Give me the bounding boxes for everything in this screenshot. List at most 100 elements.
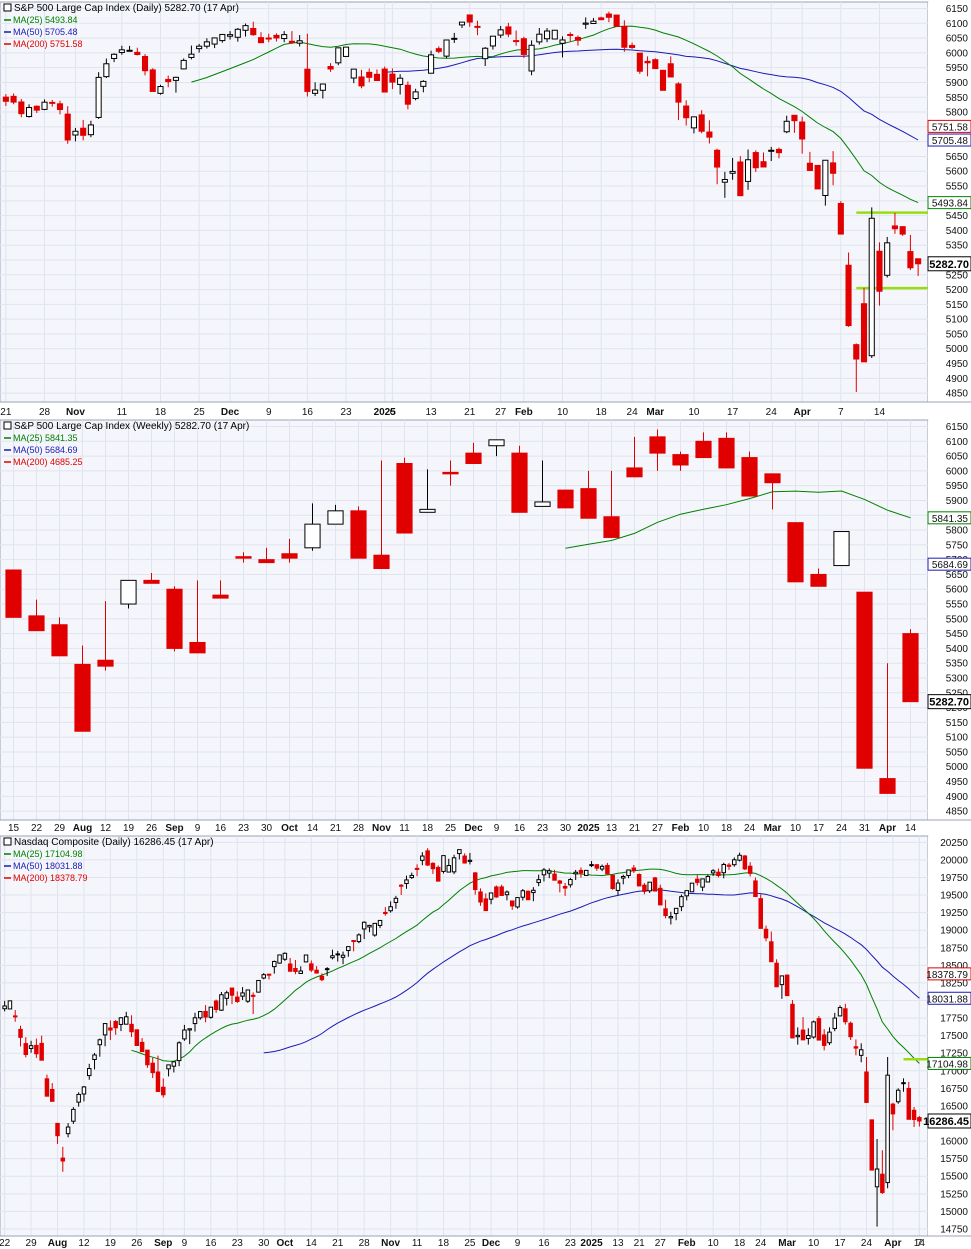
y-tick-label: 6050 <box>946 452 969 463</box>
y-tick-label: 6000 <box>946 466 969 477</box>
x-tick-label: Dec <box>221 407 240 418</box>
candle-body <box>822 159 829 196</box>
x-tick-label: Mar <box>764 823 782 834</box>
x-tick-label: 18 <box>422 823 434 834</box>
y-axis-area <box>928 836 971 1236</box>
candle-body <box>381 68 388 93</box>
candle-body <box>582 22 589 25</box>
candle-body <box>219 994 224 1011</box>
candle-body <box>372 922 378 936</box>
candle-body <box>520 890 526 898</box>
x-tick-label: 23 <box>232 1238 244 1249</box>
candle-body <box>488 892 494 900</box>
candle-body <box>890 1103 896 1115</box>
y-tick-label: 16000 <box>940 1137 968 1148</box>
x-tick-label: 11 <box>399 823 410 834</box>
candle-body <box>649 436 666 454</box>
candle-body <box>335 47 342 64</box>
chart-title: S&P 500 Large Cap Index (Weekly) 5282.70… <box>14 421 249 432</box>
candle-body <box>203 41 210 47</box>
candle-body <box>689 882 695 893</box>
candle-body <box>420 855 425 861</box>
candle-body <box>536 33 543 43</box>
candle-body <box>741 457 758 497</box>
candle-body <box>705 876 711 883</box>
x-tick-label: Oct <box>277 1238 294 1249</box>
candle-body <box>442 471 459 475</box>
chart-panel-2: 4850490049505000505051005150520052505300… <box>0 419 971 834</box>
x-tick-label: 10 <box>557 407 569 418</box>
candle-body <box>358 76 365 87</box>
candle-body <box>605 13 612 18</box>
chart-panel-1: 4850490049505000505051005150520052505300… <box>0 1 971 418</box>
candle-body <box>679 896 684 908</box>
candle-body <box>732 859 737 866</box>
candle-body <box>729 170 736 174</box>
candle-body <box>589 864 594 867</box>
candle-body <box>235 556 252 559</box>
x-tick-label: 25 <box>194 407 206 418</box>
y-tick-label: 14750 <box>940 1224 968 1235</box>
y-axis-area <box>928 420 971 820</box>
ma-value-label: 18031.88 <box>926 994 968 1005</box>
x-tick-label: Apr <box>794 407 811 418</box>
candle-body <box>145 1049 150 1066</box>
candle-body <box>319 83 326 91</box>
candle-body <box>165 78 172 83</box>
candle-body <box>721 179 728 183</box>
candle-body <box>636 52 643 72</box>
candle-body <box>652 877 658 892</box>
y-tick-label: 15500 <box>940 1172 968 1183</box>
y-tick-label: 5450 <box>946 629 969 640</box>
candle-body <box>350 68 357 79</box>
plot-area <box>0 1 929 403</box>
candle-body <box>350 510 367 559</box>
candle-body <box>718 437 735 469</box>
candle-body <box>39 1042 44 1061</box>
candle-body <box>915 258 922 265</box>
candle-body <box>714 149 721 168</box>
y-tick-label: 5250 <box>946 270 969 281</box>
y-tick-label: 5400 <box>946 644 969 655</box>
candle-body <box>213 1000 219 1010</box>
x-tick-label: Oct <box>281 823 298 834</box>
candle-body <box>684 890 689 897</box>
candle-body <box>536 879 541 884</box>
candle-body <box>737 161 744 197</box>
candle-body <box>296 40 303 44</box>
candle-body <box>287 963 293 972</box>
candle-body <box>81 1086 87 1095</box>
candle-body <box>917 1117 922 1122</box>
candle-body <box>843 1008 848 1023</box>
legend-entry: MA(50) 18031.88 <box>13 861 83 871</box>
ma-value-tag <box>927 991 971 1005</box>
candle-body <box>64 113 71 141</box>
candle-body <box>652 59 659 70</box>
x-tick-label: 16 <box>205 1238 217 1249</box>
candle-body <box>906 1087 912 1120</box>
candle-body <box>466 14 473 23</box>
chart-icon <box>3 3 12 12</box>
candle-body <box>134 1029 140 1046</box>
candle-body <box>644 60 651 64</box>
x-tick-label: 10 <box>708 1238 720 1249</box>
x-tick-label: 24 <box>755 1238 767 1249</box>
candle-body <box>791 114 798 122</box>
candle-body <box>28 615 45 632</box>
candle-body <box>419 508 436 513</box>
candle-body <box>187 1028 192 1031</box>
ma-value-label: 18378.79 <box>926 970 968 981</box>
candle-body <box>80 127 87 136</box>
candle-body <box>393 897 399 903</box>
candle-body <box>229 987 235 996</box>
y-tick-label: 5850 <box>946 93 969 104</box>
x-tick-label: 2025 <box>580 1238 603 1249</box>
candle-body <box>891 225 898 230</box>
candle-body <box>472 872 478 890</box>
y-tick-label: 5500 <box>946 614 969 625</box>
candle-body <box>281 553 298 559</box>
candle-body <box>166 1064 171 1070</box>
y-tick-label: 5550 <box>946 600 969 611</box>
x-tick-label: 25 <box>464 1238 476 1249</box>
candle-body <box>258 559 275 564</box>
